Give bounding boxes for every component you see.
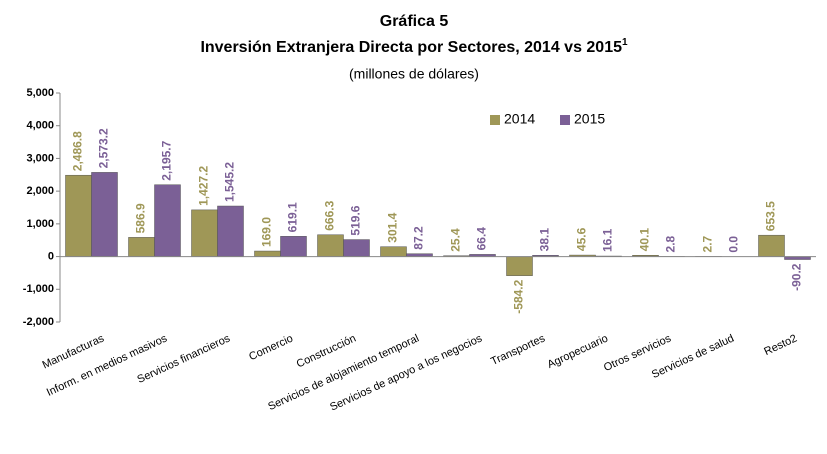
chart-title: Gráfica 5 [380,13,449,30]
value-label: 653.5 [764,201,778,231]
bar [154,184,181,257]
value-label: 2.8 [664,235,678,252]
x-tick-label: Inform. en medios masivos [45,332,170,399]
bar [758,234,785,257]
bar [217,205,244,257]
legend-swatch [560,115,570,125]
value-label: 87.2 [412,226,426,250]
subtitle-text: Inversión Extranjera Directa por Sectore… [200,39,622,56]
value-label: 25.4 [449,228,463,252]
bar [380,246,407,257]
y-tick-label: 3,000 [26,152,54,164]
y-tick-label: 5,000 [26,87,54,99]
legend-swatch [490,115,500,125]
bar [254,250,281,257]
bar [317,234,344,257]
bar [506,256,533,276]
bar [343,239,370,257]
value-label: 38.1 [538,228,552,252]
legend-label: 2015 [574,111,605,127]
value-label: 519.6 [349,205,363,235]
value-label: 0.0 [727,236,741,253]
y-tick-label: -1,000 [23,283,54,295]
y-tick-label: 0 [48,250,54,262]
value-label: 2,486.8 [71,131,85,171]
x-tick-label: Transportes [489,332,547,368]
unit-label: (millones de dólares) [349,66,479,82]
value-label: 666.3 [323,200,337,230]
bar [128,237,155,257]
value-label: 2.7 [701,235,715,252]
x-tick-label: Comercio [247,332,295,363]
value-label: -584.2 [512,279,526,313]
value-label: 169.0 [260,217,274,247]
subtitle-note: 1 [622,37,628,48]
value-label: 2,195.7 [160,140,174,180]
value-label: 40.1 [638,228,652,252]
x-tick-label: Agropecuario [546,332,610,371]
y-tick-label: 2,000 [26,185,54,197]
value-label: 2,573.2 [97,128,111,168]
value-label: 66.4 [475,227,489,251]
bar [91,172,118,257]
value-label: 45.6 [575,227,589,251]
x-tick-label: Resto2 [762,332,799,358]
bar [191,209,218,257]
bar [65,174,92,257]
legend-label: 2014 [504,111,535,127]
y-tick-label: 1,000 [26,218,54,230]
value-label: 16.1 [601,228,615,252]
value-label: -90.2 [790,263,804,291]
value-label: 301.4 [386,212,400,242]
chart-subtitle: Inversión Extranjera Directa por Sectore… [200,37,628,57]
y-tick-label: 4,000 [26,120,54,132]
bar [280,236,307,257]
value-label: 619.1 [286,202,300,232]
value-label: 1,427.2 [197,166,211,206]
y-tick-label: -2,000 [23,316,54,328]
value-label: 586.9 [134,203,148,233]
value-label: 1,545.2 [223,162,237,202]
